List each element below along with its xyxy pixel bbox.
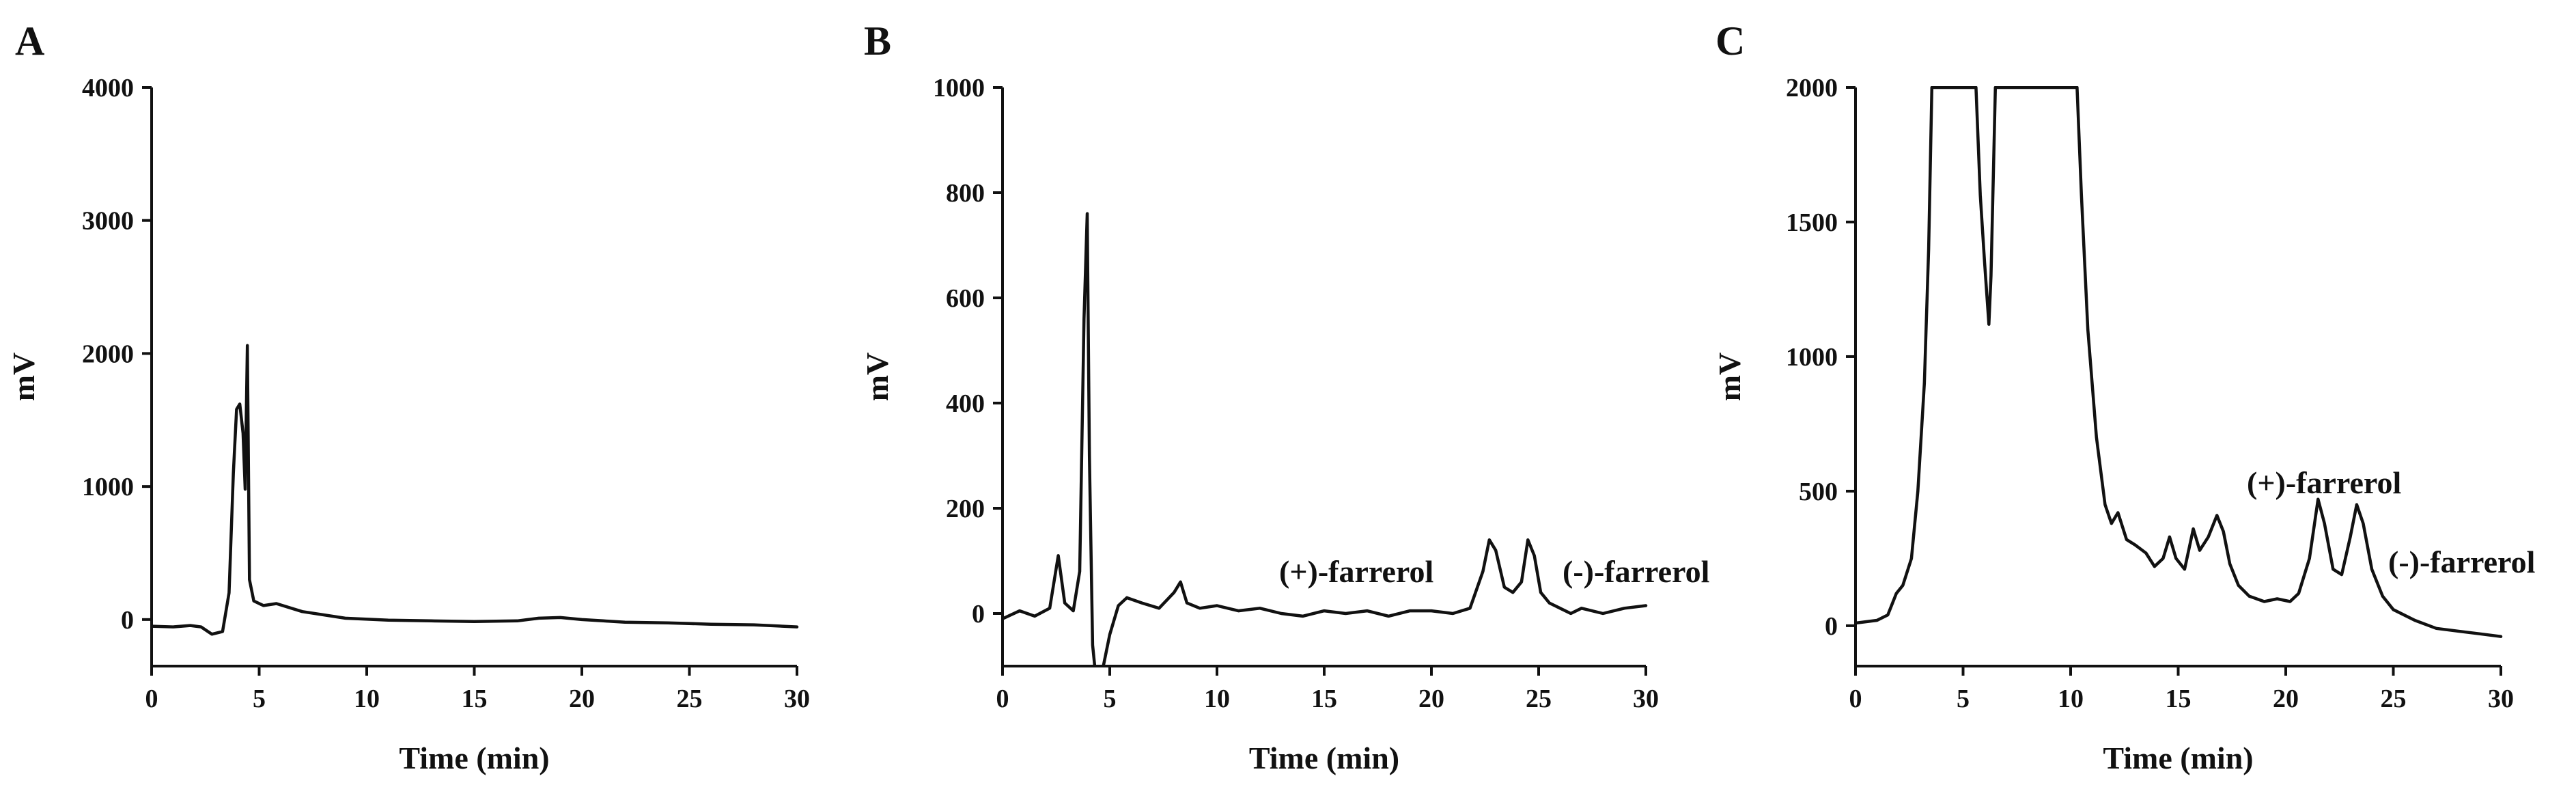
panel-b-y-axis-label: mV [860,353,895,402]
panel-a-y-axis-label: mV [6,353,41,402]
panel-c-x-tick-label: 5 [1957,685,1970,713]
panel-b-x-tick-label: 10 [1204,685,1230,713]
panel-c-letter: C [1716,18,1745,64]
panel-a-x-tick-label: 20 [569,685,595,713]
panel-a-x-tick-label: 30 [784,685,810,713]
panel-c-y-tick-label: 1500 [1786,208,1838,237]
panel-b: B 0 5 10 15 20 25 30 0 200 400 600 800 1000 Time (min)… [860,18,1709,775]
panel-c-x-tick-label: 25 [2381,685,2407,713]
panel-a-y-tick-label: 0 [121,606,134,635]
panel-a-x-tick-label: 15 [462,685,488,713]
panel-c: C 0 5 10 15 20 25 30 0 500 1000 1500 2000 Time (min) m… [1712,18,2535,775]
panel-b-y-tick-label: 1000 [933,74,985,102]
panel-b-trace [1003,212,1648,666]
panel-c-peak-annotation: (+)-farrerol [2247,465,2401,500]
panel-b-x-tick-label: 25 [1526,685,1552,713]
panel-a-letter: A [15,18,44,64]
panel-c-x-axis-label: Time (min) [2103,741,2253,775]
panel-c-x-tick-label: 20 [2273,685,2299,713]
panel-b-peak-annotation: (-)-farrerol [1563,554,1709,589]
panel-b-y-tick-label: 800 [946,179,985,208]
panel-b-x-tick-label: 30 [1633,685,1659,713]
panel-c-x-tick-label: 10 [2058,685,2084,713]
panel-b-x-axis-label: Time (min) [1249,741,1399,775]
panel-b-peak-annotation: (+)-farrerol [1279,554,1433,589]
panel-a: A 0 5 10 15 20 25 30 0 1000 2000 3000 4000 Time (min)… [6,18,810,775]
panel-b-y-tick-label: 0 [972,600,985,629]
panel-a-x-tick-label: 25 [677,685,703,713]
panel-c-y-tick-label: 0 [1825,612,1838,641]
panel-c-x-tick-label: 30 [2488,685,2514,713]
panel-a-y-tick-label: 2000 [82,340,134,368]
panel-b-x-tick-label: 20 [1418,685,1444,713]
panel-b-x-tick-label: 0 [996,685,1009,713]
panel-a-x-tick-label: 0 [145,685,158,713]
panel-b-x-tick-label: 5 [1104,685,1117,713]
panel-a-y-tick-label: 4000 [82,74,134,102]
panel-a-y-tick-label: 3000 [82,207,134,236]
panel-b-y-tick-label: 400 [946,389,985,418]
panel-a-x-tick-label: 10 [354,685,380,713]
panel-c-y-axis-label: mV [1712,353,1747,402]
panel-c-y-tick-label: 1000 [1786,343,1838,372]
panel-a-y-tick-label: 1000 [82,473,134,501]
panel-a-x-axis-label: Time (min) [399,741,549,775]
panel-c-x-tick-label: 15 [2166,685,2192,713]
panel-b-y-tick-label: 200 [946,495,985,523]
panel-a-x-tick-label: 5 [253,685,266,713]
panel-c-peak-annotation: (-)-farrerol [2388,544,2535,579]
panel-b-x-tick-label: 15 [1311,685,1337,713]
panel-b-letter: B [864,18,891,64]
panel-a-trace [152,344,799,636]
panel-c-y-tick-label: 500 [1799,478,1838,506]
panel-b-y-tick-label: 600 [946,284,985,313]
panel-c-trace [1856,86,2503,638]
panel-c-x-tick-label: 0 [1849,685,1862,713]
panel-c-y-tick-label: 2000 [1786,74,1838,102]
